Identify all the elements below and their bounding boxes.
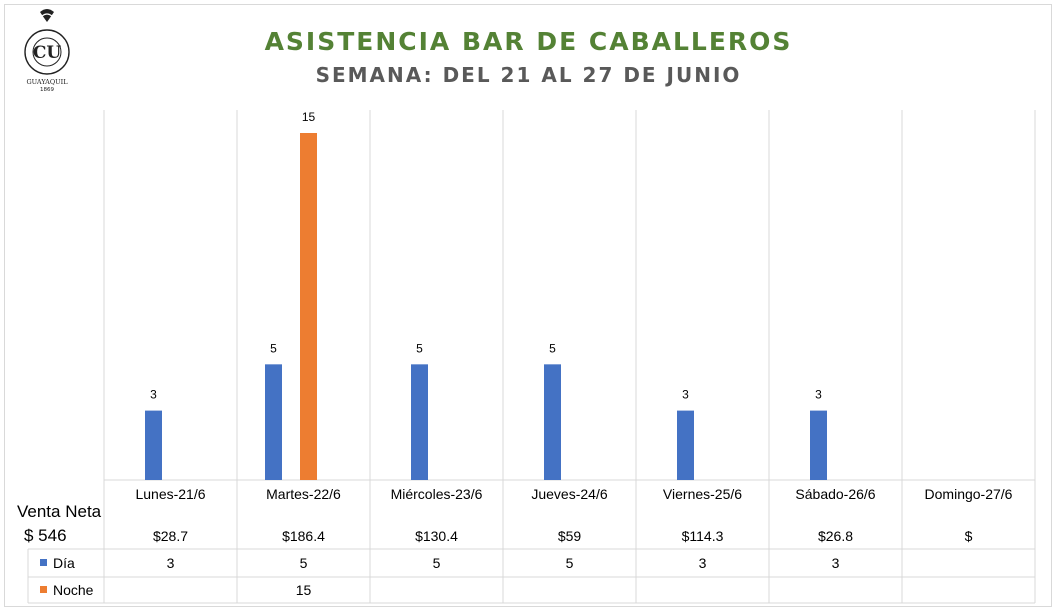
category-label: Martes-22/6 <box>266 486 341 502</box>
sales-total: $ 546 <box>24 526 67 545</box>
sales-value: $28.7 <box>153 528 188 544</box>
bar-noche <box>300 133 317 480</box>
data-label-dia: 5 <box>270 341 277 355</box>
bar-dia <box>411 364 428 480</box>
legend-swatch-dia <box>40 559 47 566</box>
bar-dia <box>265 364 282 480</box>
table-value-dia: 5 <box>566 555 574 571</box>
sales-value: $ <box>965 528 973 544</box>
svg-text:CU: CU <box>33 43 62 63</box>
legend-swatch-noche <box>40 586 47 593</box>
category-label: Viernes-25/6 <box>663 486 742 502</box>
category-label: Miércoles-23/6 <box>391 486 483 502</box>
bar-dia <box>145 410 162 480</box>
bar-dia <box>810 410 827 480</box>
sales-value: $114.3 <box>682 528 724 544</box>
legend-label-noche: Noche <box>53 582 94 598</box>
sales-value: $59 <box>558 528 582 544</box>
table-value-noche: 15 <box>296 582 312 598</box>
data-label-dia: 3 <box>682 388 689 402</box>
category-label: Domingo-27/6 <box>925 486 1013 502</box>
table-value-dia: 5 <box>300 555 308 571</box>
chart-title: ASISTENCIA BAR DE CABALLEROS <box>264 27 793 56</box>
table-value-dia: 5 <box>433 555 441 571</box>
category-label: Jueves-24/6 <box>531 486 607 502</box>
data-label-dia: 3 <box>815 388 822 402</box>
table-value-dia: 3 <box>832 555 840 571</box>
bar-dia <box>544 364 561 480</box>
chart-frame <box>4 4 1052 607</box>
category-label: Lunes-21/6 <box>135 486 205 502</box>
svg-text:GUAYAQUIL: GUAYAQUIL <box>26 78 68 86</box>
club-logo: CU GUAYAQUIL 1869 <box>24 9 70 92</box>
svg-text:1869: 1869 <box>40 87 54 92</box>
data-label-noche: 15 <box>302 110 316 124</box>
legend-label-dia: Día <box>53 555 75 571</box>
sales-row-label: Venta Neta <box>17 502 102 521</box>
sales-value: $130.4 <box>415 528 458 544</box>
data-label-dia: 5 <box>549 341 556 355</box>
sales-value: $186.4 <box>282 528 325 544</box>
data-label-dia: 5 <box>416 341 423 355</box>
data-label-dia: 3 <box>150 388 157 402</box>
bar-dia <box>677 410 694 480</box>
sales-value: $26.8 <box>818 528 853 544</box>
category-label: Sábado-26/6 <box>795 486 875 502</box>
table-value-dia: 3 <box>699 555 707 571</box>
chart-subtitle: SEMANA: DEL 21 AL 27 DE JUNIO <box>315 63 742 87</box>
table-value-dia: 3 <box>167 555 175 571</box>
